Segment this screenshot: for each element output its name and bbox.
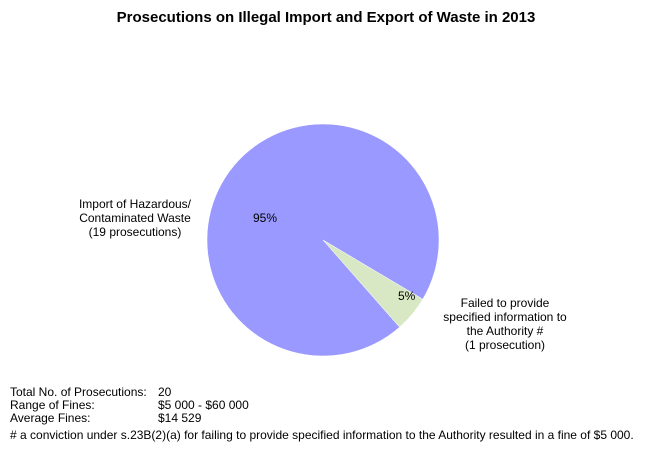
summary-table: Total No. of Prosecutions: 20 Range of F… [10,386,249,425]
summary-row: Range of Fines: $5 000 - $60 000 [10,399,249,412]
pct-label-failed: 5% [398,289,416,303]
slice-label-failed-line: (1 prosecution) [464,338,546,352]
slice-label-import: Import of Hazardous/ Contaminated Waste … [60,197,210,239]
slice-label-failed-line: specified information to [443,310,567,324]
footnote: # a conviction under s.23B(2)(a) for fai… [10,428,634,442]
slice-label-import-line: (19 prosecutions) [88,225,182,239]
summary-value: $14 529 [158,411,202,425]
summary-row: Total No. of Prosecutions: 20 [10,386,249,399]
summary-key: Average Fines: [10,411,91,425]
chart-title: Prosecutions on Illegal Import and Expor… [116,9,536,26]
slice-label-failed-line: Failed to provide [460,296,550,310]
pct-label-import: 95% [253,211,277,225]
summary-value: $5 000 - $60 000 [158,398,249,412]
slice-label-import-line: Contaminated Waste [79,211,191,225]
pie-slice-failed [322,239,424,328]
slice-label-failed-line: the Authority # [466,324,544,338]
slice-label-import-line: Import of Hazardous/ [78,197,192,211]
summary-key: Total No. of Prosecutions: [10,385,147,399]
summary-row: Average Fines: $14 529 [10,412,249,425]
summary-key: Range of Fines: [10,398,95,412]
summary-value: 20 [158,385,172,399]
slice-label-failed: Failed to provide specified information … [430,296,580,352]
